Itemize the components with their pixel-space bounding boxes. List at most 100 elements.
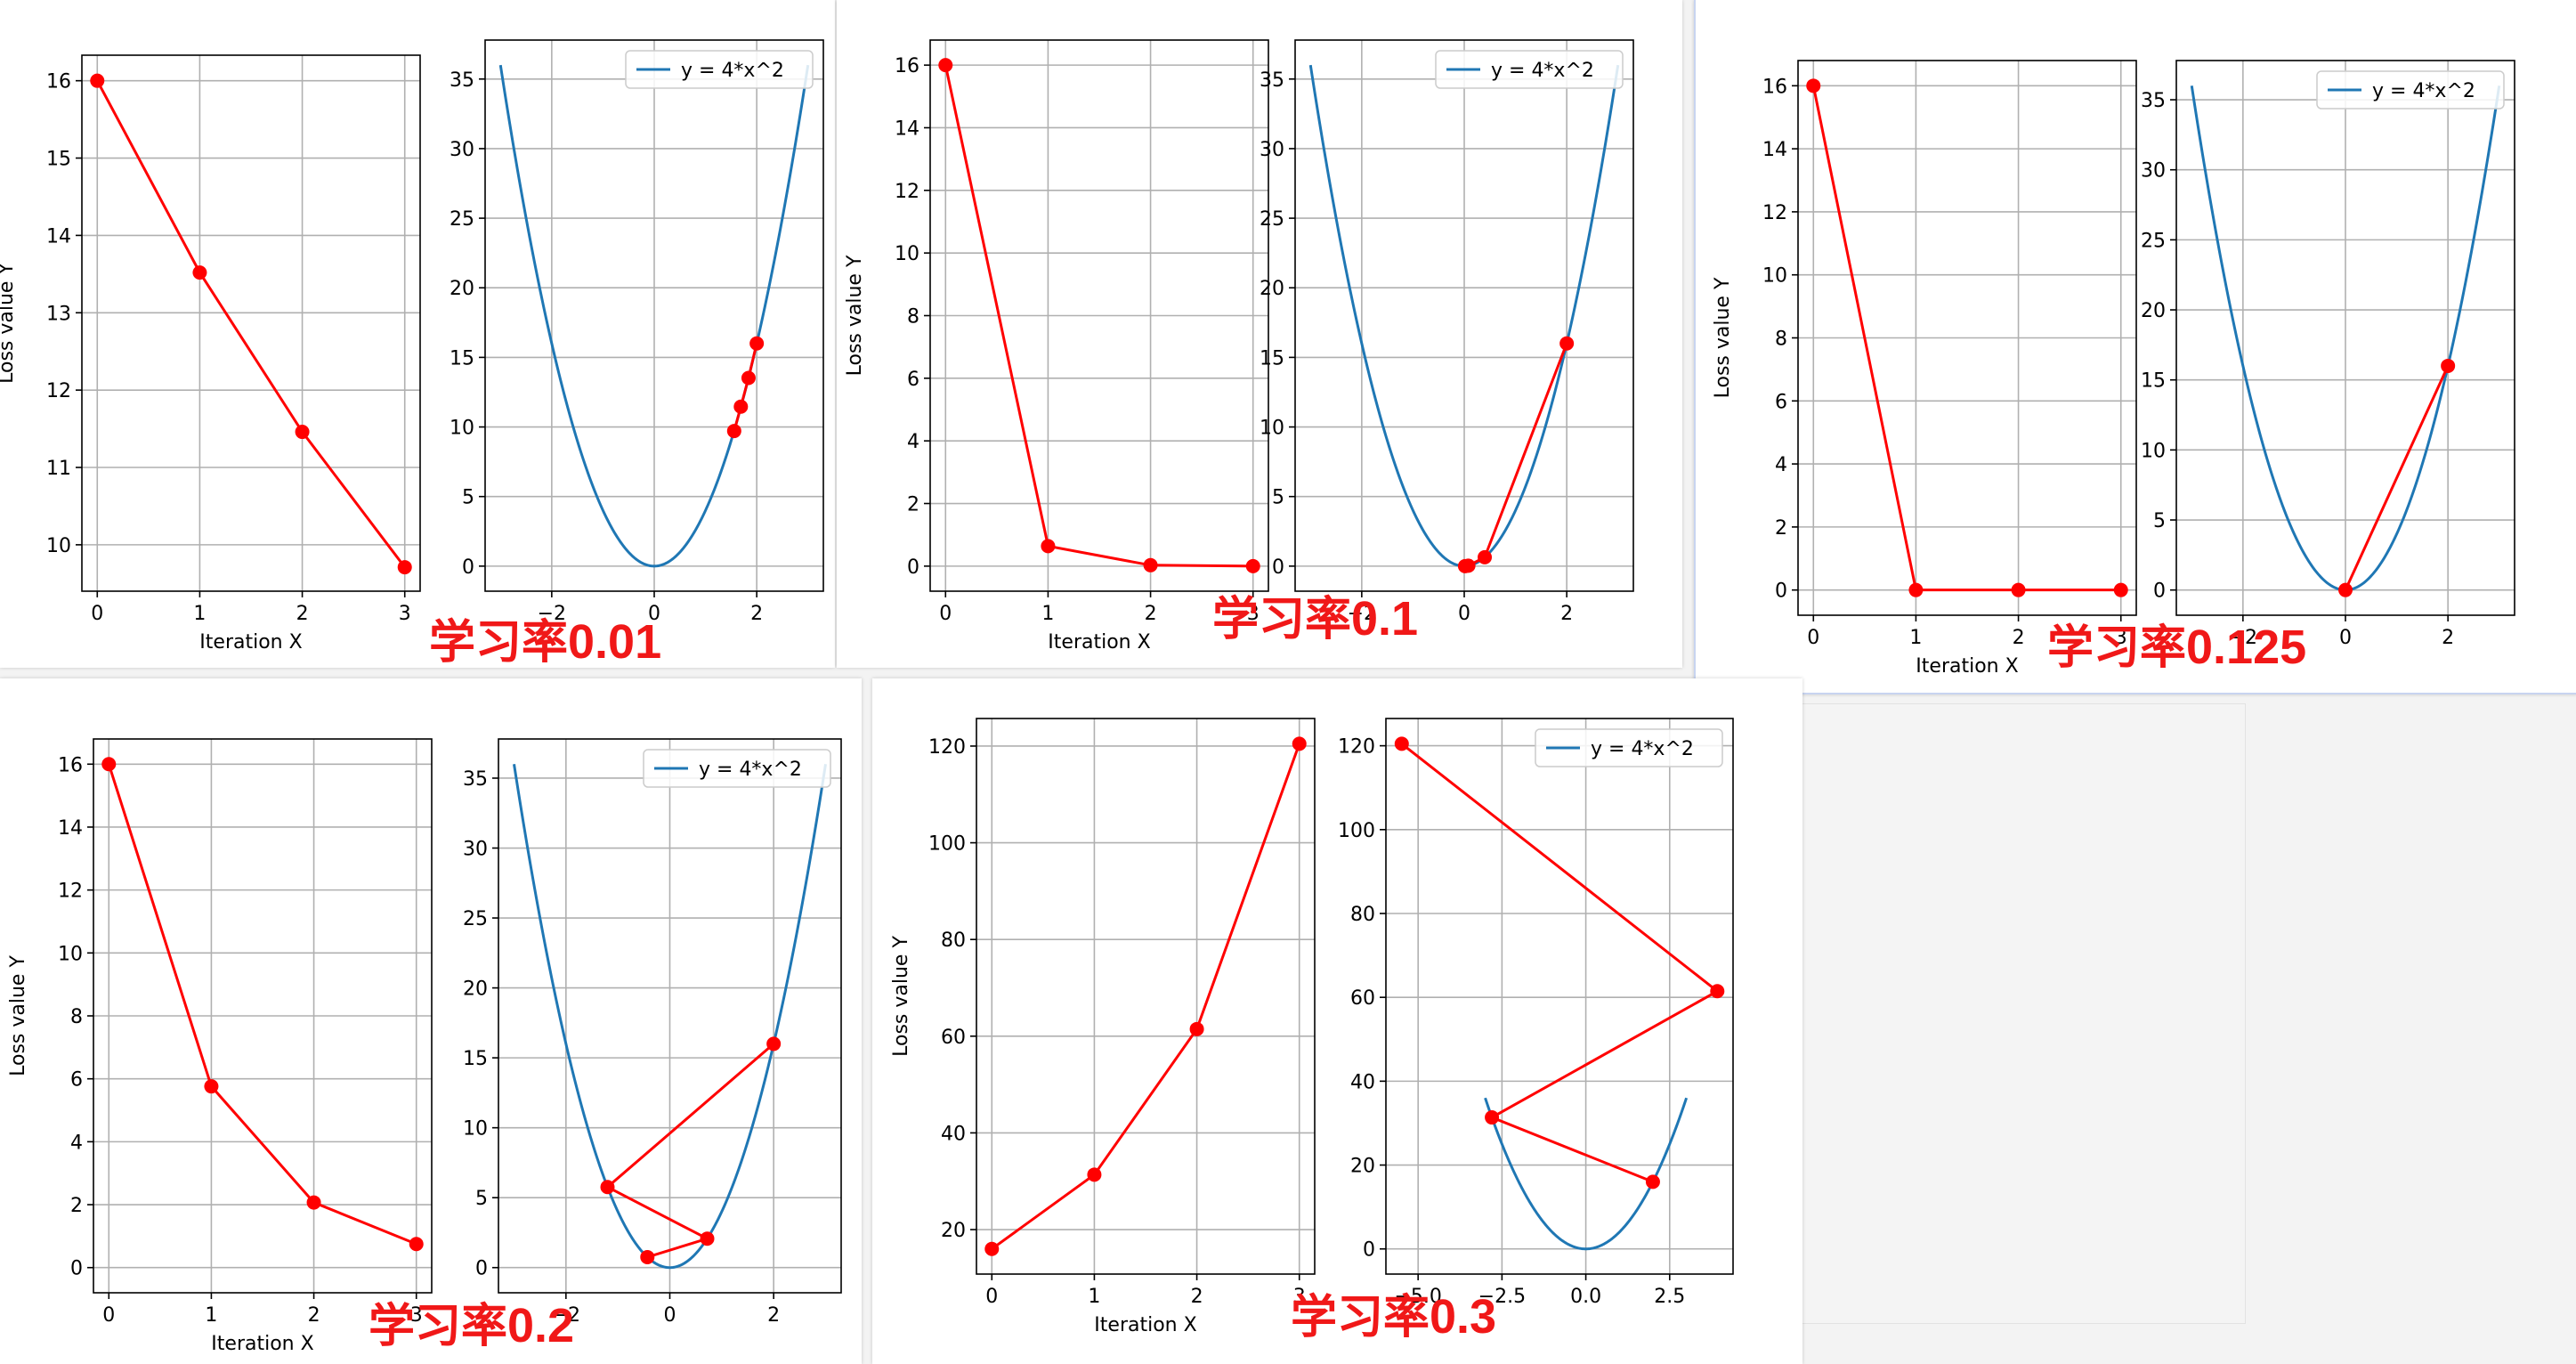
axes-frame xyxy=(976,718,1316,1275)
y-tick-label: 30 xyxy=(463,839,488,861)
y-tick-label: 16 xyxy=(895,55,919,77)
y-tick-label: 30 xyxy=(2141,160,2166,183)
x-tick-label: 1 xyxy=(205,1304,217,1327)
loss-point xyxy=(192,265,207,280)
y-tick-label: 10 xyxy=(2141,440,2166,462)
caption-value: 0.01 xyxy=(568,615,662,669)
x-tick-label: 1 xyxy=(1041,603,1054,625)
axes-frame xyxy=(81,54,421,592)
loss-point xyxy=(1292,736,1307,751)
y-tick-label: 5 xyxy=(2153,510,2166,532)
axes-frame xyxy=(1385,718,1734,1275)
y-tick-label: 20 xyxy=(2141,300,2166,322)
y-tick-label: 6 xyxy=(1775,391,1787,413)
y-tick-label: 35 xyxy=(2141,90,2166,112)
y-tick-label: 20 xyxy=(463,978,488,1001)
x-axis-label: Iteration X xyxy=(1916,655,2018,678)
empty-background-area xyxy=(1776,703,2246,1324)
axes-frame xyxy=(929,39,1269,592)
y-axis-label: Loss value Y xyxy=(1712,277,1734,398)
y-tick-label: 16 xyxy=(58,754,83,776)
y-tick-label: 2 xyxy=(70,1195,83,1217)
y-tick-label: 16 xyxy=(46,71,71,93)
loss-line xyxy=(107,763,417,1246)
x-tick-label: 0 xyxy=(102,1304,115,1327)
y-tick-label: 15 xyxy=(1260,347,1284,369)
axes-frame xyxy=(93,738,433,1294)
x-tick-label: 2 xyxy=(767,1304,780,1327)
legend-label: y = 4*x^2 xyxy=(1491,60,1594,82)
descent-path-line xyxy=(1464,343,1568,568)
y-tick-label: 12 xyxy=(58,881,83,903)
x-tick-label: 2 xyxy=(308,1304,320,1327)
loss-point xyxy=(1908,582,1924,597)
y-tick-label: 20 xyxy=(1260,278,1284,300)
descent-path-line xyxy=(733,343,758,432)
y-tick-label: 6 xyxy=(907,369,919,391)
y-tick-label: 15 xyxy=(450,347,474,369)
caption-prefix: 学习率 xyxy=(2047,621,2187,675)
legend-label: y = 4*x^2 xyxy=(1591,738,1694,760)
x-tick-label: 3 xyxy=(1293,1286,1306,1308)
plot-area xyxy=(498,64,810,568)
y-tick-label: 60 xyxy=(1350,987,1375,1010)
axes-frame xyxy=(484,39,824,592)
y-tick-label: 100 xyxy=(1338,820,1375,842)
x-tick-label: 2 xyxy=(750,603,763,625)
y-tick-label: 10 xyxy=(1260,418,1284,440)
y-tick-label: 8 xyxy=(907,306,919,329)
y-tick-label: 80 xyxy=(1350,904,1375,926)
y-tick-label: 35 xyxy=(1260,69,1284,92)
x-tick-label: 3 xyxy=(1247,603,1260,625)
descent-step-point xyxy=(766,1036,782,1051)
y-tick-label: 10 xyxy=(463,1118,488,1141)
y-axis-label: Loss value Y xyxy=(0,263,18,384)
legend-box xyxy=(1435,50,1624,89)
y-tick-label: 10 xyxy=(1762,265,1787,288)
descent-step-point xyxy=(1559,336,1575,351)
x-tick-label: 3 xyxy=(399,603,411,625)
caption-value: 0.3 xyxy=(1430,1290,1497,1344)
loss-point xyxy=(1143,557,1158,572)
y-tick-label: 0 xyxy=(70,1258,83,1280)
y-tick-label: 5 xyxy=(475,1188,488,1210)
plot-area xyxy=(101,757,424,1252)
plot-area xyxy=(90,73,412,575)
caption-prefix: 学习率 xyxy=(369,1300,508,1353)
legend: y = 4*x^2 xyxy=(625,50,814,89)
loss-point xyxy=(938,58,953,73)
legend: y = 4*x^2 xyxy=(643,749,831,788)
loss-point xyxy=(295,425,310,440)
figure-lr-0.3: 0 1 2 3 20 40 60 80 100 120 Iteration X Loss value … xyxy=(872,678,1802,1364)
y-tick-label: 6 xyxy=(70,1069,83,1092)
plot-area xyxy=(938,58,1260,573)
y-tick-label: 0 xyxy=(1363,1239,1375,1262)
descent-step-point xyxy=(1457,558,1472,573)
loss-point xyxy=(1087,1167,1102,1182)
descent-step-point xyxy=(700,1231,715,1246)
loss-point xyxy=(397,560,412,575)
axes-frame xyxy=(1294,39,1634,592)
caption-prefix: 学习率 xyxy=(1212,593,1352,646)
caption-prefix: 学习率 xyxy=(429,616,569,670)
legend-label: y = 4*x^2 xyxy=(681,60,784,82)
y-tick-label: 0 xyxy=(2153,581,2166,603)
y-tick-label: 12 xyxy=(1762,202,1787,224)
y-tick-label: 12 xyxy=(895,181,919,203)
x-tick-label: 3 xyxy=(410,1304,423,1327)
loss-line xyxy=(1811,85,2121,592)
y-tick-label: 13 xyxy=(46,303,71,325)
plot-area xyxy=(1308,64,1620,573)
loss-point xyxy=(306,1195,321,1210)
descent-path-line xyxy=(2344,365,2450,591)
y-tick-label: 0 xyxy=(907,556,919,579)
y-tick-label: 10 xyxy=(46,535,71,557)
x-tick-label: 0 xyxy=(939,603,952,625)
x-tick-label: 2 xyxy=(1560,603,1573,625)
y-tick-label: 14 xyxy=(58,817,83,840)
